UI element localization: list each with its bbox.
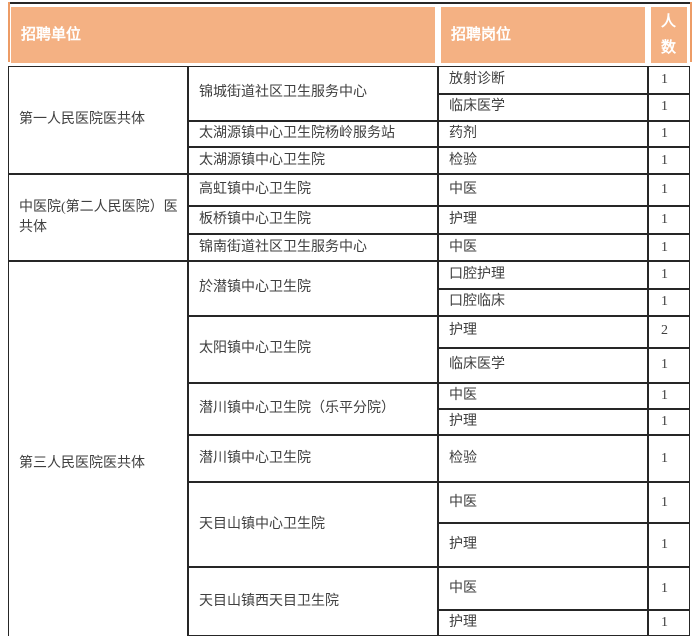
unit-cell: 於潜镇中心卫生院 [188, 261, 439, 316]
count-cell: 1 [648, 289, 691, 316]
count-cell: 1 [648, 435, 691, 483]
position-cell: 临床医学 [438, 347, 649, 383]
header-unit-column: 招聘单位 [8, 4, 439, 66]
unit-cell: 高虹镇中心卫生院 [188, 174, 439, 207]
position-cell: 临床医学 [438, 94, 649, 121]
count-cell: 1 [648, 382, 691, 409]
unit-cell: 潜川镇中心卫生院 [188, 435, 439, 483]
count-cell: 2 [648, 315, 691, 348]
table-row: 临床医学 1 [8, 347, 691, 383]
position-cell: 护理 [438, 408, 649, 436]
count-cell: 1 [648, 523, 691, 568]
table-row: 护理 1 [8, 408, 691, 436]
count-cell: 1 [648, 234, 691, 262]
position-cell: 中医 [438, 234, 649, 262]
group-cell: 第一人民医院医共体 [8, 66, 188, 175]
count-cell: 1 [648, 482, 691, 524]
count-cell: 1 [648, 174, 691, 207]
position-cell: 中医 [438, 482, 649, 524]
table-row: 太阳镇中心卫生院 护理 2 [8, 315, 691, 383]
position-cell: 检验 [438, 435, 649, 483]
count-cell: 1 [648, 66, 691, 94]
recruitment-table: 招聘单位 招聘岗位 人数 第一人民医院医共体 锦城街道社区卫生服务中心 放射诊断 1 临… [8, 4, 691, 636]
frame-top-border [8, 2, 692, 4]
position-cell: 中医 [438, 567, 649, 611]
count-cell: 1 [648, 94, 691, 121]
frame-right-border [690, 2, 692, 62]
table-row: 太湖源镇中心卫生院杨岭服务站 药剂 1 [8, 121, 691, 148]
table-row: 板桥镇中心卫生院 护理 1 [8, 206, 691, 235]
count-cell: 1 [648, 408, 691, 436]
position-cell: 口腔护理 [438, 261, 649, 290]
position-cell: 口腔临床 [438, 289, 649, 316]
count-cell: 1 [648, 567, 691, 611]
unit-cell: 太湖源镇中心卫生院 [188, 147, 439, 175]
count-cell: 1 [648, 347, 691, 383]
unit-cell: 太湖源镇中心卫生院杨岭服务站 [188, 121, 439, 148]
position-cell: 护理 [438, 206, 649, 235]
frame-left-border [8, 2, 10, 62]
header-position-column: 招聘岗位 [438, 4, 649, 66]
table-row: 第一人民医院医共体 锦城街道社区卫生服务中心 放射诊断 1 [8, 66, 691, 175]
table-row: 潜川镇中心卫生院 检验 1 [8, 435, 691, 483]
table-row: 护理 1 [8, 523, 691, 568]
table-row: 太湖源镇中心卫生院 检验 1 [8, 147, 691, 175]
position-cell: 护理 [438, 523, 649, 568]
table-row: 天目山镇中心卫生院 中医 1 [8, 482, 691, 568]
count-cell: 1 [648, 206, 691, 235]
table-row: 临床医学 1 [8, 94, 691, 121]
table-row: 口腔临床 1 [8, 289, 691, 316]
unit-cell: 板桥镇中心卫生院 [188, 206, 439, 235]
position-cell: 护理 [438, 610, 649, 636]
table-row: 潜川镇中心卫生院（乐平分院） 中医 1 [8, 382, 691, 436]
count-cell: 1 [648, 610, 691, 636]
count-cell: 1 [648, 147, 691, 175]
count-cell: 1 [648, 121, 691, 148]
header-count-column: 人数 [648, 4, 691, 66]
position-cell: 护理 [438, 315, 649, 348]
unit-cell: 潜川镇中心卫生院（乐平分院） [188, 382, 439, 436]
position-cell: 中医 [438, 382, 649, 409]
table-row: 中医院(第二人民医院）医共体 高虹镇中心卫生院 中医 1 [8, 174, 691, 262]
table-row: 天目山镇西天目卫生院 中医 1 [8, 567, 691, 636]
count-cell: 1 [648, 261, 691, 290]
position-cell: 放射诊断 [438, 66, 649, 94]
table-body: 第一人民医院医共体 锦城街道社区卫生服务中心 放射诊断 1 临床医学 1 太湖源镇中心卫生院… [8, 66, 691, 636]
position-cell: 中医 [438, 174, 649, 207]
table-header-row: 招聘单位 招聘岗位 人数 [8, 4, 691, 66]
unit-cell: 太阳镇中心卫生院 [188, 315, 439, 383]
position-cell: 药剂 [438, 121, 649, 148]
unit-cell: 锦南街道社区卫生服务中心 [188, 234, 439, 262]
group-cell: 第三人民医院医共体 [8, 261, 188, 636]
table-row: 第三人民医院医共体 於潜镇中心卫生院 口腔护理 1 [8, 261, 691, 636]
unit-cell: 锦城街道社区卫生服务中心 [188, 66, 439, 121]
table-row: 锦南街道社区卫生服务中心 中医 1 [8, 234, 691, 262]
unit-cell: 天目山镇西天目卫生院 [188, 567, 439, 636]
group-cell: 中医院(第二人民医院）医共体 [8, 174, 188, 262]
unit-cell: 天目山镇中心卫生院 [188, 482, 439, 568]
position-cell: 检验 [438, 147, 649, 175]
table-frame: 招聘单位 招聘岗位 人数 第一人民医院医共体 锦城街道社区卫生服务中心 放射诊断 1 临… [8, 0, 692, 636]
table-header: 招聘单位 招聘岗位 人数 [8, 4, 691, 66]
